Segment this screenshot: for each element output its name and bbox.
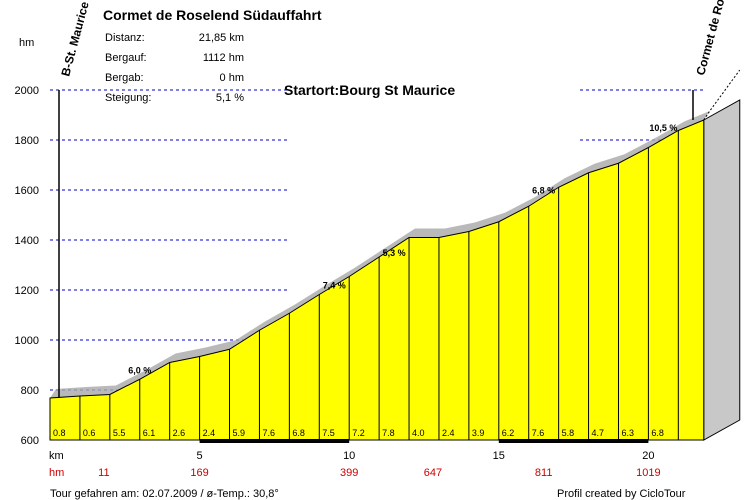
start-point-label: B-St. Maurice bbox=[58, 0, 91, 78]
profile-area bbox=[49, 119, 705, 441]
segment-gradient-label: 4.0 bbox=[412, 428, 425, 438]
segment-gradient-label: 2.6 bbox=[173, 428, 186, 438]
segment-gradient-label: 5.9 bbox=[233, 428, 246, 438]
stat-value: 21,85 km bbox=[199, 32, 244, 44]
x-tick-label: 20 bbox=[642, 450, 654, 462]
segment-gradient-label: 0.6 bbox=[83, 428, 96, 438]
segment-gradient-label: 6.8 bbox=[292, 428, 305, 438]
x-unit-label: km bbox=[49, 450, 64, 462]
hm-row-value: 11 bbox=[98, 467, 109, 479]
x-tick-label: 15 bbox=[493, 450, 505, 462]
gradient-annotation: 10,5 % bbox=[649, 123, 677, 133]
overlay-layer bbox=[50, 90, 704, 443]
profile-side-face bbox=[703, 99, 741, 441]
y-tick-label: 2000 bbox=[15, 85, 39, 97]
y-tick-label: 1600 bbox=[15, 185, 39, 197]
segment-gradient-label: 0.8 bbox=[53, 428, 66, 438]
segment-gradient-label: 6.3 bbox=[621, 428, 634, 438]
gradient-annotation: 6,0 % bbox=[128, 366, 151, 376]
segment-gradient-label: 5.5 bbox=[113, 428, 126, 438]
segment-gradient-label: 7.5 bbox=[322, 428, 335, 438]
x-tick-label: 5 bbox=[197, 450, 203, 462]
axis-km-segment bbox=[498, 439, 649, 443]
segment-gradient-label: 6.2 bbox=[502, 428, 515, 438]
hm-row-value: 811 bbox=[535, 467, 553, 479]
segment-gradient-label: 5.8 bbox=[562, 428, 575, 438]
y-tick-label: 1400 bbox=[15, 235, 39, 247]
y-unit-label: hm bbox=[19, 37, 34, 49]
segment-gradient-label: 6.1 bbox=[143, 428, 156, 438]
y-tick-label: 1000 bbox=[15, 335, 39, 347]
segment-gradient-label: 7.6 bbox=[262, 428, 275, 438]
label-layer: 600 800 1000 1200 1400 1600 1800 2000 0.8 0.6 5.5 6… bbox=[15, 85, 678, 479]
gradient-annotation: 7,4 % bbox=[323, 281, 346, 291]
segment-gradient-label: 6.8 bbox=[651, 428, 664, 438]
y-tick-label: 600 bbox=[21, 435, 39, 447]
end-point-label: Cormet de Roselend bbox=[693, 0, 737, 77]
profile-top-edge bbox=[703, 69, 741, 121]
stat-value: 0 hm bbox=[220, 72, 244, 84]
segment-gradient-label: 2.4 bbox=[442, 428, 455, 438]
segment-gradient-label: 3.9 bbox=[472, 428, 485, 438]
hm-row-unit: hm bbox=[49, 467, 64, 479]
stat-label: Bergauf: bbox=[105, 52, 147, 64]
y-tick-label: 800 bbox=[21, 385, 39, 397]
shadow-layer bbox=[50, 111, 710, 398]
hm-row-value: 399 bbox=[340, 467, 358, 479]
segment-gradient-label: 4.7 bbox=[592, 428, 605, 438]
gradient-annotation: 6,8 % bbox=[532, 186, 555, 196]
stat-value: 1112 hm bbox=[203, 52, 244, 64]
chart-title: Cormet de Roselend Südauffahrt bbox=[103, 7, 322, 23]
x-tick-label: 10 bbox=[343, 450, 355, 462]
y-tick-label: 1800 bbox=[15, 135, 39, 147]
segment-gradient-label: 7.8 bbox=[382, 428, 395, 438]
segment-gradient-label: 7.6 bbox=[532, 428, 545, 438]
stat-label: Distanz: bbox=[105, 32, 145, 44]
gradient-annotation: 5,3 % bbox=[383, 248, 406, 258]
segment-gradient-label: 2.4 bbox=[203, 428, 216, 438]
stat-label: Steigung: bbox=[105, 92, 151, 104]
area-layer bbox=[49, 69, 741, 441]
footer-credit: Profil created by CicloTour bbox=[557, 488, 686, 500]
hm-row-value: 169 bbox=[190, 467, 208, 479]
profile-shadow bbox=[50, 111, 710, 398]
footer-tour-info: Tour gefahren am: 02.07.2009 / ø-Temp.: … bbox=[50, 488, 279, 500]
axis-km-segment bbox=[199, 439, 350, 443]
stat-value: 5,1 % bbox=[216, 92, 244, 104]
hm-row-value: 647 bbox=[424, 467, 442, 479]
stat-label: Bergab: bbox=[105, 72, 144, 84]
segment-gradient-label: 7.2 bbox=[352, 428, 365, 438]
hm-row-value: 1019 bbox=[636, 467, 660, 479]
startort-label: Startort:Bourg St Maurice bbox=[284, 82, 455, 98]
y-tick-label: 1200 bbox=[15, 285, 39, 297]
stats-panel: Distanz: 21,85 km Bergauf: 1112 hm Berga… bbox=[105, 32, 244, 104]
